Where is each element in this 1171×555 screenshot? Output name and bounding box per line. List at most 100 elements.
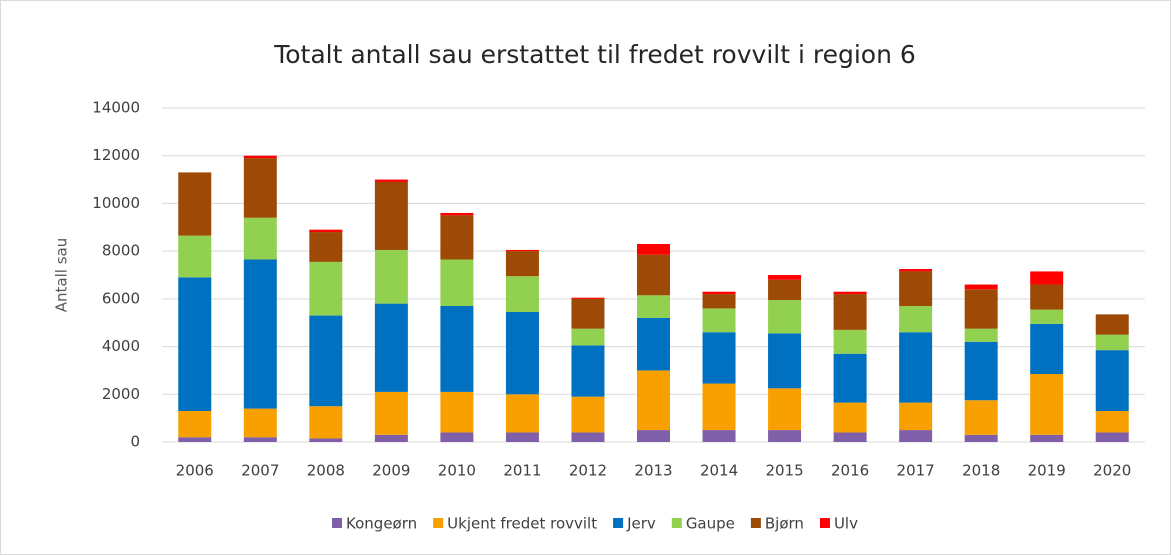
bar-segment [309,406,343,439]
bar-segment [964,400,998,435]
y-tick-label: 6000 [102,289,140,307]
bar-segment [505,276,539,312]
bar-segment [505,249,539,252]
bar-segment [964,341,998,401]
x-tick-label: 2006 [176,462,214,480]
x-tick-label: 2009 [372,462,410,480]
bar-segment [374,303,408,392]
bar-segment [1030,374,1064,435]
bar-segment [833,432,867,442]
bar-segment [833,402,867,433]
y-tick-label: 4000 [102,337,140,355]
bar-segment [702,308,736,333]
y-tick-label: 0 [130,433,140,451]
x-tick-label: 2014 [700,462,738,480]
bar-segment [899,306,933,333]
bar-segment [1095,410,1129,433]
bar-segment [1030,434,1064,442]
bar-segment [702,383,736,431]
x-tick-label: 2015 [765,462,803,480]
bar-segment [309,315,343,407]
legend-label: Ukjent fredet rovvilt [447,515,597,533]
bar-segment [637,254,670,296]
y-tick-label: 8000 [102,242,140,260]
bar-segment [243,217,277,260]
bar-segment [833,291,867,295]
bar-segment [833,329,867,354]
x-tick-label: 2020 [1093,462,1131,480]
bar-segment [571,298,605,329]
bar-segment [243,408,277,438]
legend-swatch [819,518,830,528]
bar-segment [637,430,670,442]
bar-segment [309,232,343,262]
bar-segment [899,271,933,307]
legend-label: Kongeørn [346,515,417,533]
x-tick-label: 2016 [831,462,869,480]
bar-segment [964,289,998,329]
bar-segment [899,430,933,442]
bar-segment [702,430,736,442]
bar-segment [899,332,933,403]
bar-segment [1030,284,1064,310]
x-tick-label: 2012 [569,462,607,480]
legend-swatch [613,518,624,528]
bar-segment [243,155,277,159]
y-axis-label: Antall sau [53,238,71,312]
legend-swatch [671,518,682,528]
bar-segment [637,370,670,431]
y-tick-label: 2000 [102,385,140,403]
bar-segment [571,396,605,433]
x-tick-label: 2007 [241,462,279,480]
bar-segment [637,317,670,371]
x-tick-label: 2008 [307,462,345,480]
bar-segment [243,437,277,442]
bar-segment [833,294,867,330]
bar-segment [899,269,933,272]
bar-segment [1095,350,1129,411]
bar-segment [243,158,277,218]
legend-label: Bjørn [765,515,804,533]
legend-label: Ulv [834,515,858,533]
legend-swatch [750,518,761,528]
bar-segment [178,437,212,442]
bar-segment [571,345,605,397]
bar-segment [374,391,408,435]
bar-segment [309,261,343,316]
legend-swatch [433,518,444,528]
bar-segment [768,430,802,442]
legend-label: Gaupe [686,515,735,533]
bar-segment [768,279,802,301]
x-tick-label: 2013 [634,462,672,480]
x-tick-label: 2011 [503,462,541,480]
bar-segment [374,181,408,250]
bar-segment [1030,271,1064,285]
bar-segment [1030,309,1064,324]
bar-segment [374,434,408,442]
bar-segment [964,328,998,342]
bar-segment [505,251,539,277]
y-tick-label: 14000 [92,99,140,117]
bar-segment [768,388,802,431]
x-tick-label: 2019 [1028,462,1066,480]
bar-segment [440,391,474,433]
bar-segment [440,432,474,442]
bar-segment [309,229,343,233]
bar-segment [1095,432,1129,442]
bar-segment [899,402,933,431]
y-tick-label: 10000 [92,194,140,212]
bar-segment [637,243,670,255]
bar-segment [833,353,867,403]
bar-segment [768,333,802,389]
bar-segment [1030,323,1064,375]
legend-label: Jerv [626,515,656,533]
bar-segment [505,394,539,433]
bar-segment [440,306,474,392]
bar-segment [440,259,474,307]
bar-segment [374,249,408,304]
x-tick-label: 2017 [897,462,935,480]
bar-segment [243,259,277,409]
bar-segment [505,432,539,442]
bar-segment [178,277,212,411]
